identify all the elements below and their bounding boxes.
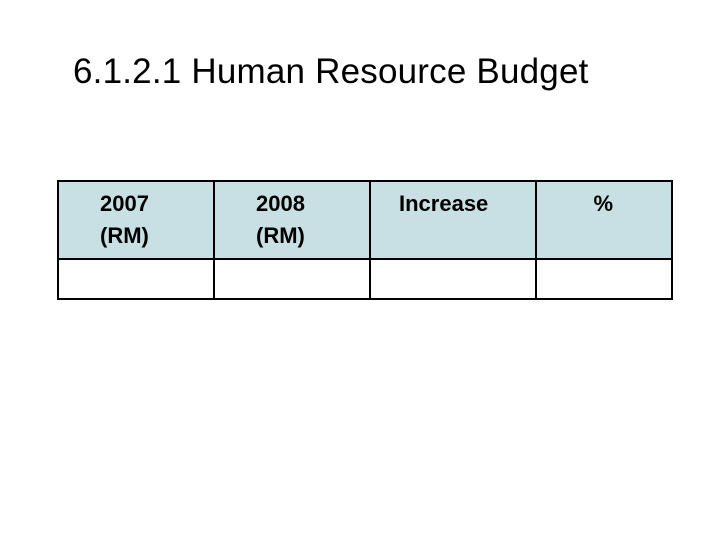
table-cell-2007 bbox=[57, 258, 215, 300]
header-label-2008: 2008 (RM) bbox=[256, 191, 305, 248]
header-label-2007: 2007 (RM) bbox=[100, 191, 149, 248]
table-cell-increase bbox=[369, 258, 537, 300]
table-cell-percent bbox=[535, 258, 673, 300]
header-label-percent: % bbox=[593, 191, 613, 216]
header-cell-2008: 2008 (RM) bbox=[213, 180, 371, 260]
header-cell-increase: Increase bbox=[369, 180, 537, 260]
budget-table: 2007 (RM) 2008 (RM) Increase % bbox=[57, 180, 673, 300]
header-label-increase: Increase bbox=[399, 191, 489, 216]
header-cell-percent: % bbox=[535, 180, 673, 260]
slide-title: 6.1.2.1 Human Resource Budget bbox=[73, 52, 589, 91]
table-row bbox=[57, 258, 673, 300]
header-row: 2007 (RM) 2008 (RM) Increase % bbox=[57, 180, 673, 260]
header-cell-2007: 2007 (RM) bbox=[57, 180, 215, 260]
table-cell-2008 bbox=[213, 258, 371, 300]
